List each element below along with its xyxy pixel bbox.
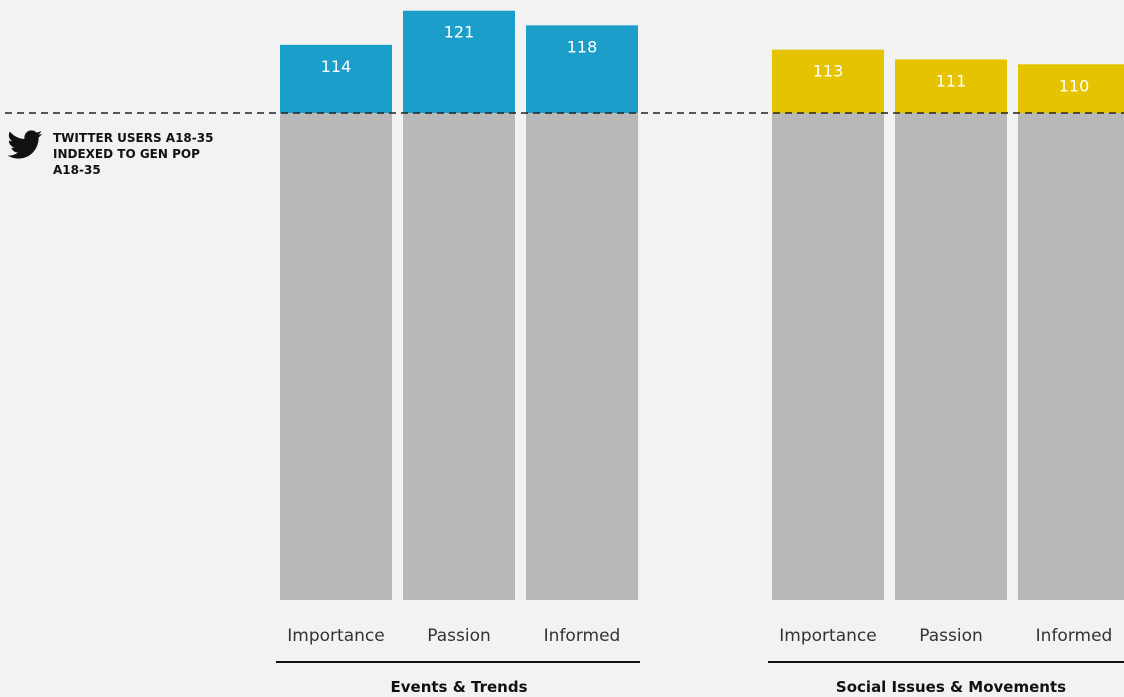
bar-base-g1-informed (526, 113, 638, 600)
value-label-g2-informed: 110 (1059, 76, 1090, 95)
group-label-2: Social Issues & Movements (836, 678, 1066, 696)
bar-base-g2-importance (772, 113, 884, 600)
labels-layer: 114 Importance 121 Passion 118 Informed Events… (276, 23, 1124, 696)
bars-layer (280, 10, 1124, 600)
value-label-g1-informed: 118 (567, 37, 598, 56)
reference-label-line-3: A18-35 (53, 163, 101, 177)
bar-top-g1-importance (280, 44, 392, 113)
value-label-g1-importance: 114 (321, 57, 352, 76)
tick-label-g2-informed: Informed (1036, 626, 1113, 646)
tick-label-g2-passion: Passion (919, 626, 983, 646)
bar-base-g1-passion (403, 113, 515, 600)
bar-base-g2-passion (895, 113, 1007, 600)
reference-label-line-2: INDEXED TO GEN POP (53, 147, 200, 161)
reference-label-line-1: TWITTER USERS A18-35 (53, 131, 213, 145)
tick-label-g1-passion: Passion (427, 626, 491, 646)
value-label-g2-importance: 113 (813, 62, 844, 81)
bar-base-g1-importance (280, 113, 392, 600)
group-label-1: Events & Trends (391, 678, 528, 696)
reference-legend: TWITTER USERS A18-35 INDEXED TO GEN POP … (7, 130, 213, 177)
value-label-g2-passion: 111 (936, 71, 967, 90)
bar-top-g1-passion (403, 10, 515, 114)
tick-label-g1-informed: Informed (544, 626, 621, 646)
bar-top-g2-informed (1018, 64, 1124, 113)
bar-top-g2-importance (772, 49, 884, 113)
bar-top-g2-passion (895, 59, 1007, 113)
bar-base-g2-informed (1018, 113, 1124, 600)
tick-label-g1-importance: Importance (287, 626, 384, 646)
tick-label-g2-importance: Importance (779, 626, 876, 646)
bar-top-g1-informed (526, 25, 638, 114)
twitter-bird-icon (7, 130, 43, 159)
value-label-g1-passion: 121 (444, 23, 475, 42)
